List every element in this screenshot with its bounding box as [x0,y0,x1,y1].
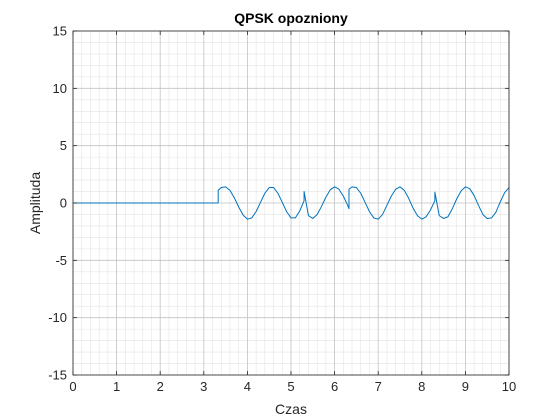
y-tick-label: 15 [53,24,67,39]
y-tick-label: -10 [48,310,67,325]
y-tick-label: 5 [60,138,67,153]
y-tick-labels: -15 -10 -5 0 5 10 15 [48,24,67,383]
y-tick-label: -15 [48,368,67,383]
y-tick-label: -5 [55,253,67,268]
x-tick-label: 0 [69,379,76,394]
y-axis-label: Amplituda [27,172,43,234]
tick-marks [72,30,510,376]
x-tick-label: 4 [244,379,251,394]
y-tick-label: 10 [53,81,67,96]
y-tick-label: 0 [60,196,67,211]
x-tick-label: 7 [375,379,382,394]
x-tick-label: 8 [418,379,425,394]
x-tick-label: 1 [113,379,120,394]
x-tick-label: 9 [462,379,469,394]
x-tick-label: 3 [200,379,207,394]
chart-title: QPSK opozniony [234,10,348,26]
series-line-0 [73,186,510,220]
series-layer [73,186,510,220]
x-axis-label: Czas [275,401,307,417]
x-tick-label: 6 [331,379,338,394]
x-tick-label: 2 [157,379,164,394]
x-tick-labels: 0 1 2 3 4 5 6 7 8 9 10 [69,379,516,394]
x-tick-label: 10 [502,379,516,394]
x-tick-label: 5 [287,379,294,394]
